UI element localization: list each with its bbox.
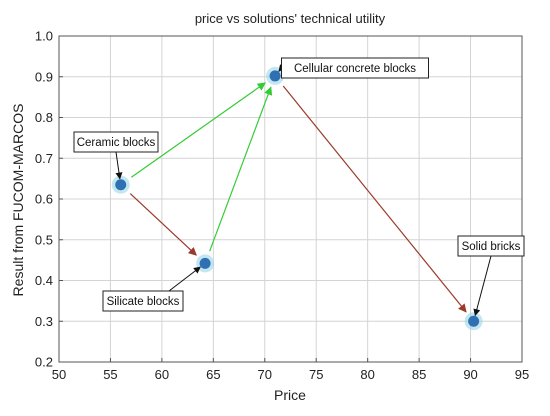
y-axis-title: Result from FUCOM-MARCOS bbox=[10, 104, 26, 297]
annotation-pointer bbox=[473, 255, 492, 317]
y-tick-label: 0.5 bbox=[35, 232, 53, 247]
x-tick-label: 75 bbox=[309, 367, 323, 382]
y-axis-ticks: 0.2 0.3 0.4 0.5 0.6 0.7 0.8 0.9 1.0 bbox=[35, 29, 63, 370]
arrow-line bbox=[209, 86, 273, 252]
x-tick-label: 80 bbox=[360, 367, 374, 382]
data-point bbox=[199, 257, 211, 269]
x-tick-label: 70 bbox=[258, 367, 272, 382]
y-tick-label: 1.0 bbox=[35, 29, 53, 44]
y-tick-label: 0.8 bbox=[35, 110, 53, 125]
x-tick-label: 60 bbox=[155, 367, 169, 382]
y-tick-label: 0.4 bbox=[35, 273, 53, 288]
chart-title: price vs solutions' technical utility bbox=[195, 11, 386, 26]
grid bbox=[58, 35, 523, 363]
y-tick-label: 0.6 bbox=[35, 192, 53, 207]
x-axis-title: Price bbox=[274, 387, 306, 403]
annotation-label: Ceramic blocks bbox=[77, 137, 156, 149]
x-axis-ticks: 50 55 60 65 70 75 80 85 90 95 bbox=[52, 358, 529, 382]
annotation-pointer bbox=[115, 151, 123, 180]
x-tick-label: 85 bbox=[412, 367, 426, 382]
x-tick-label: 90 bbox=[463, 367, 477, 382]
annotations: Ceramic blocks Silicate blocks Cellular co… bbox=[73, 57, 525, 317]
arrow-line bbox=[129, 193, 197, 256]
x-tick-label: 65 bbox=[206, 367, 220, 382]
annotation-pointer bbox=[168, 266, 201, 292]
data-point bbox=[468, 315, 480, 327]
x-tick-label: 95 bbox=[515, 367, 529, 382]
y-tick-label: 0.9 bbox=[35, 69, 53, 84]
y-tick-label: 0.3 bbox=[35, 314, 53, 329]
annotation-box bbox=[457, 235, 525, 257]
annotation-box bbox=[281, 57, 429, 79]
arrows bbox=[129, 82, 467, 313]
annotation-label: Solid bricks bbox=[462, 241, 521, 253]
x-tick-label: 50 bbox=[52, 367, 66, 382]
x-tick-label: 55 bbox=[103, 367, 117, 382]
y-tick-label: 0.7 bbox=[35, 151, 53, 166]
annotation-box bbox=[102, 290, 184, 312]
arrow-line bbox=[131, 82, 266, 178]
data-point bbox=[115, 179, 127, 191]
y-tick-label: 0.2 bbox=[35, 355, 53, 370]
data-point bbox=[269, 70, 281, 82]
annotation-label: Silicate blocks bbox=[107, 296, 180, 308]
annotation-label: Cellular concrete blocks bbox=[294, 63, 416, 75]
arrow-line bbox=[282, 85, 467, 313]
annotation-box bbox=[73, 131, 159, 153]
